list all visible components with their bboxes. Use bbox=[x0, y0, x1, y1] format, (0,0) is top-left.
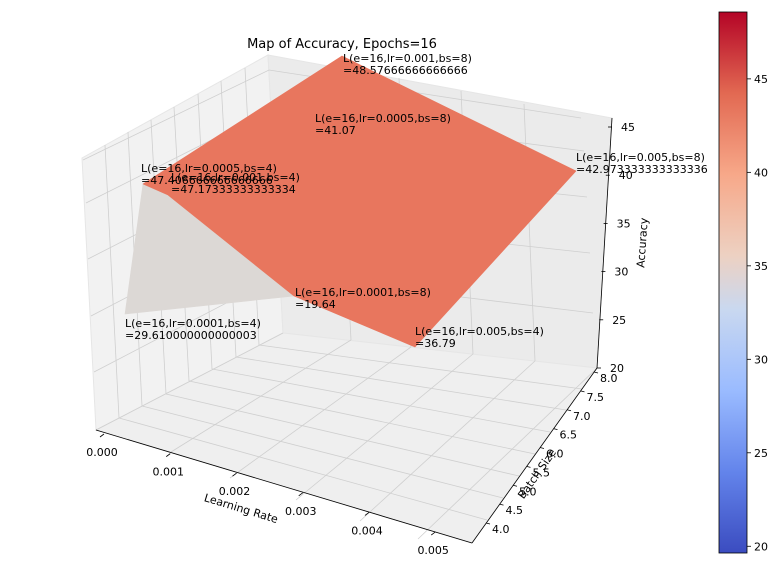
point-annotation-value: =47.406666666666666 bbox=[141, 174, 273, 187]
point-annotation-value: =36.79 bbox=[415, 337, 456, 350]
z-tick-label: 35 bbox=[617, 217, 631, 230]
point-annotation-value: =19.64 bbox=[295, 298, 336, 311]
point-annotation-value: =47.17333333333334 bbox=[171, 183, 296, 196]
point-annotation-label: L(e=16,lr=0.005,bs=4) bbox=[415, 325, 544, 338]
z-tick-label: 20 bbox=[610, 362, 624, 375]
chart-title: Map of Accuracy, Epochs=16 bbox=[247, 37, 437, 52]
point-annotation-value: =29.610000000000003 bbox=[125, 329, 257, 342]
x-axis-line bbox=[95, 429, 473, 544]
y-tick-label: 6.0 bbox=[546, 448, 564, 461]
y-tick-mark bbox=[485, 522, 491, 525]
x-tick-label: 0.005 bbox=[417, 544, 449, 557]
z-axis-line bbox=[596, 117, 613, 369]
z-tick-label: 45 bbox=[621, 121, 635, 134]
y-tick-mark bbox=[580, 390, 585, 393]
y-tick-label: 7.5 bbox=[587, 391, 605, 404]
z-tick-label: 30 bbox=[614, 266, 628, 279]
y-tick-mark bbox=[539, 447, 545, 449]
x-tick-label: 0.003 bbox=[285, 505, 317, 518]
x-tick-label: 0.001 bbox=[152, 466, 184, 479]
point-annotation-label: L(e=16,lr=0.001,bs=8) bbox=[343, 52, 472, 65]
x-tick-mark bbox=[232, 472, 237, 477]
y-tick-mark bbox=[526, 465, 531, 468]
point-annotation-value: =48.57666666666666 bbox=[343, 64, 468, 77]
y-tick-mark bbox=[499, 503, 504, 506]
point-annotations: L(e=16,lr=0.0001,bs=4)=29.61000000000000… bbox=[125, 52, 708, 350]
point-annotation-value: =42.973333333333336 bbox=[576, 163, 708, 176]
y-tick-mark bbox=[566, 409, 572, 412]
colorbar-tick-label: 40 bbox=[754, 166, 768, 179]
colorbar-tick-label: 35 bbox=[754, 260, 768, 273]
point-annotation-label: L(e=16,lr=0.0005,bs=8) bbox=[315, 112, 451, 125]
y-tick-mark bbox=[512, 484, 518, 487]
y-tick-label: 7.0 bbox=[573, 410, 591, 423]
z-tick-label: 25 bbox=[612, 314, 626, 327]
z-axis-label: Accuracy bbox=[634, 217, 651, 268]
y-tick-label: 6.5 bbox=[560, 429, 578, 442]
point-annotation-label: L(e=16,lr=0.0001,bs=8) bbox=[295, 286, 431, 299]
point-annotation-value: =41.07 bbox=[315, 124, 356, 137]
colorbar-ticks: 20 25 30 35 40 45 bbox=[747, 73, 768, 553]
x-tick-mark bbox=[298, 492, 303, 497]
colorbar-tick-label: 25 bbox=[754, 447, 768, 460]
x-tick-mark bbox=[430, 531, 436, 536]
y-tick-mark bbox=[593, 371, 599, 374]
x-ticks: 0.000 0.001 0.002 0.003 0.004 0.005 bbox=[86, 433, 449, 557]
x-tick-label: 0.002 bbox=[219, 485, 251, 498]
x-tick-mark bbox=[364, 512, 370, 516]
y-ticks: 4.0 4.5 5.0 5.5 6.0 6.5 7.0 7.5 8.0 bbox=[485, 371, 618, 536]
x-tick-mark bbox=[166, 453, 171, 457]
accuracy-surface bbox=[124, 55, 577, 348]
point-annotation-label: L(e=16,lr=0.005,bs=8) bbox=[576, 151, 705, 164]
y-tick-label: 4.0 bbox=[492, 523, 510, 536]
y-tick-label: 8.0 bbox=[600, 372, 618, 385]
y-tick-mark bbox=[553, 428, 558, 431]
colorbar: 20 25 30 35 40 45 bbox=[718, 11, 768, 554]
surface-upper-facet bbox=[142, 55, 577, 348]
point-annotation-label: L(e=16,lr=0.001,bs=4) bbox=[171, 171, 300, 184]
y-tick-label: 4.5 bbox=[506, 504, 524, 517]
point-annotation-label: L(e=16,lr=0.0005,bs=4) bbox=[141, 162, 277, 175]
z-tick-label: 40 bbox=[619, 169, 633, 182]
x-tick-label: 0.000 bbox=[86, 446, 118, 459]
z-ticks: 20 25 30 35 40 45 bbox=[597, 121, 635, 375]
colorbar-tick-label: 45 bbox=[754, 73, 768, 86]
x-tick-label: 0.004 bbox=[351, 524, 383, 537]
point-annotation-label: L(e=16,lr=0.0001,bs=4) bbox=[125, 317, 261, 330]
colorbar-tick-label: 30 bbox=[754, 353, 768, 366]
y-tick-label: 5.0 bbox=[519, 485, 537, 498]
colorbar-gradient bbox=[718, 11, 748, 554]
y-tick-label: 5.5 bbox=[533, 466, 551, 479]
y-axis-line bbox=[471, 367, 598, 544]
colorbar-tick-label: 20 bbox=[754, 540, 768, 553]
x-tick-mark bbox=[99, 433, 105, 438]
